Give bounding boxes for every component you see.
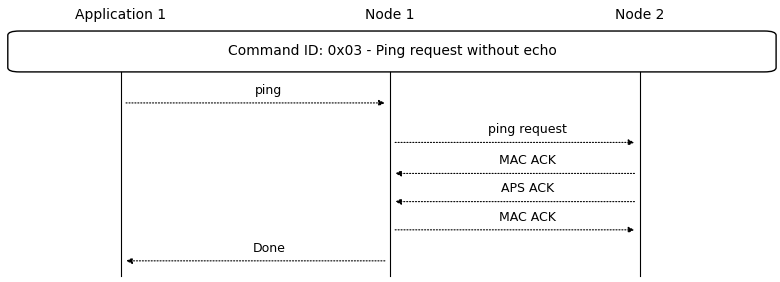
Text: MAC ACK: MAC ACK [499,154,555,167]
Text: Node 1: Node 1 [365,8,415,23]
Text: ping request: ping request [488,123,567,136]
Text: Done: Done [253,242,285,255]
Text: MAC ACK: MAC ACK [499,211,555,224]
Text: Command ID: 0x03 - Ping request without echo: Command ID: 0x03 - Ping request without … [228,45,556,58]
Text: Node 2: Node 2 [615,8,665,23]
Text: APS ACK: APS ACK [501,182,554,195]
FancyBboxPatch shape [8,31,776,72]
Text: ping: ping [255,84,282,97]
Text: Application 1: Application 1 [76,8,166,23]
